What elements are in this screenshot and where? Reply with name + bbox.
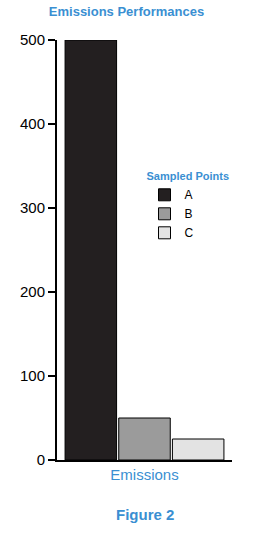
svg-text:C: C	[185, 226, 194, 240]
svg-text:500: 500	[20, 31, 45, 48]
svg-text:Emissions Performances: Emissions Performances	[49, 4, 204, 19]
svg-text:B: B	[185, 207, 193, 221]
svg-text:Figure 2: Figure 2	[116, 506, 174, 523]
svg-text:100: 100	[20, 367, 45, 384]
svg-text:400: 400	[20, 115, 45, 132]
svg-text:200: 200	[20, 283, 45, 300]
svg-text:Sampled Points: Sampled Points	[147, 170, 230, 182]
svg-text:300: 300	[20, 199, 45, 216]
svg-text:0: 0	[37, 451, 45, 468]
svg-text:Emissions: Emissions	[110, 466, 178, 483]
svg-text:A: A	[185, 188, 193, 202]
